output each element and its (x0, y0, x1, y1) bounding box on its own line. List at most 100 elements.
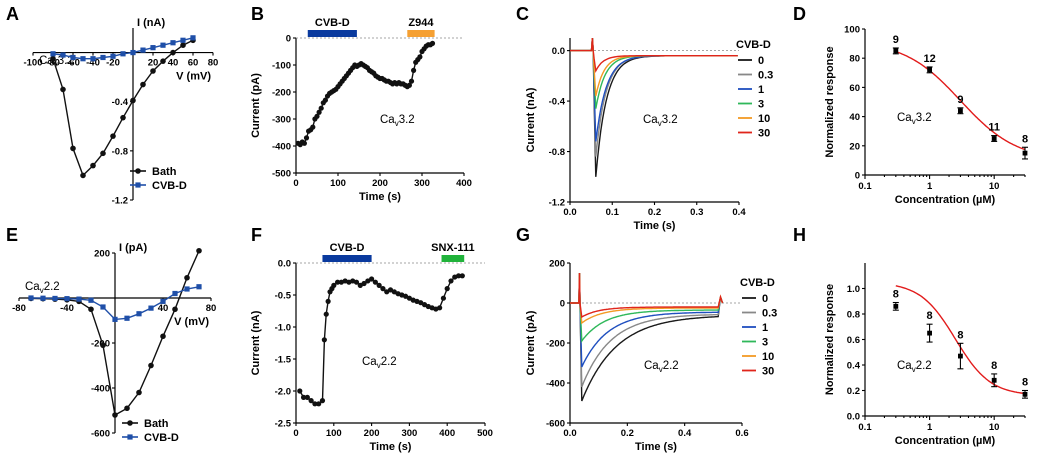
data-point (136, 389, 142, 396)
y-tick-label: -1.2 (112, 196, 128, 207)
cell-type-suffix: 3.2 (399, 114, 415, 126)
data-point (372, 279, 378, 285)
x-tick-label: -100 (23, 58, 42, 69)
data-point (88, 306, 94, 313)
y-tick-label: 40 (849, 112, 860, 123)
data-point (411, 67, 417, 73)
data-point (110, 53, 116, 59)
x-tick-label: 500 (477, 428, 493, 439)
cell-type-suffix: 2.2 (381, 356, 397, 368)
y-axis-title: Current (pA) (525, 310, 537, 375)
y-tick-label: -2.5 (275, 419, 292, 430)
x-tick-label: -80 (46, 58, 60, 69)
y-tick-label: -300 (272, 115, 291, 126)
data-point (110, 133, 116, 139)
current-trace-10 (570, 272, 724, 325)
sample-size-label: 11 (988, 122, 1000, 134)
data-point (80, 56, 86, 62)
y-tick-label: 200 (94, 249, 110, 260)
fit-curve (895, 50, 1026, 151)
panel-h: 0.1 1 10 0.0 0.2 0.4 0.6 0.8 1.0 Concentration (µ… (824, 263, 1028, 447)
sample-size-label: 8 (893, 289, 899, 301)
data-point (958, 353, 963, 359)
data-point (380, 286, 386, 292)
y-tick-label: 200 (549, 259, 565, 270)
panel-letter-f: F (251, 225, 262, 245)
y-tick-label: -0.8 (549, 147, 565, 158)
x-tick-label: 0.1 (606, 207, 620, 218)
x-tick-label: 0.0 (563, 207, 576, 218)
x-axis-title: V (mV) (176, 71, 211, 83)
y-tick-label: 1.0 (847, 284, 860, 295)
cell-type-main: Ca (362, 356, 377, 368)
data-point (196, 284, 202, 290)
data-point (927, 67, 932, 73)
data-point (180, 37, 186, 43)
data-point (100, 304, 106, 310)
x-axis-title: Concentration (µM) (895, 435, 996, 447)
panel-letter-d: D (793, 4, 806, 24)
data-point (316, 109, 322, 115)
data-point (312, 401, 318, 407)
legend-swatch-marker (135, 168, 141, 174)
y-tick-label: 80 (849, 54, 860, 65)
data-point (440, 295, 447, 301)
x-tick-label: 80 (208, 58, 219, 69)
drug-application-label: Z944 (408, 17, 434, 29)
data-point (90, 162, 96, 169)
data-point (160, 298, 166, 304)
cell-type-suffix: 3.2 (58, 55, 74, 67)
x-tick-label: 10 (989, 422, 1000, 433)
data-point (314, 113, 320, 119)
y-tick-label: 0.4 (847, 361, 861, 372)
legend-swatch-marker (135, 182, 141, 188)
cell-type-label: Cav2.2 (644, 360, 679, 374)
current-trace-3 (570, 272, 724, 344)
data-point (369, 276, 375, 282)
data-point (406, 82, 412, 88)
data-point (50, 55, 56, 62)
data-point (893, 48, 899, 54)
data-point (353, 279, 360, 285)
data-point (160, 333, 166, 340)
y-tick-label: -1.5 (275, 355, 292, 366)
drug-application-bar (407, 30, 435, 37)
x-tick-label: -60 (66, 58, 80, 69)
y-tick-label: -200 (91, 339, 110, 350)
data-point (140, 47, 146, 53)
x-tick-label: 300 (414, 178, 430, 189)
cell-type-main: Ca (897, 360, 912, 372)
legend-label: 10 (758, 113, 770, 125)
data-point (321, 337, 327, 343)
data-point (991, 377, 997, 383)
data-point (124, 315, 130, 321)
data-point (170, 40, 176, 46)
data-point (893, 303, 899, 309)
current-trace-30 (570, 272, 724, 319)
data-point (112, 316, 118, 322)
data-point (417, 54, 423, 60)
cell-type-suffix: 3.2 (662, 114, 678, 126)
data-point (60, 52, 66, 58)
data-point (148, 305, 154, 311)
data-point (136, 311, 142, 317)
x-tick-label: 20 (148, 58, 159, 69)
y-tick-label: -400 (272, 142, 291, 153)
data-point (180, 42, 186, 48)
y-tick-label: -0.4 (549, 97, 566, 108)
current-trace (297, 42, 433, 146)
y-tick-label: 0 (286, 34, 291, 45)
legend-label: 1 (762, 322, 768, 334)
y-tick-label: -200 (546, 339, 565, 350)
sample-size-label: 8 (1022, 377, 1028, 389)
data-point (1022, 391, 1028, 397)
legend-label: 10 (762, 351, 774, 363)
drug-application-bar (307, 30, 357, 37)
data-point (100, 150, 106, 157)
sample-size-label: 8 (957, 329, 963, 341)
drug-application-label: CVB-D (330, 242, 365, 254)
data-point (88, 297, 94, 303)
data-point (112, 412, 118, 418)
data-point (958, 108, 963, 114)
panel-letter-h: H (793, 225, 806, 245)
